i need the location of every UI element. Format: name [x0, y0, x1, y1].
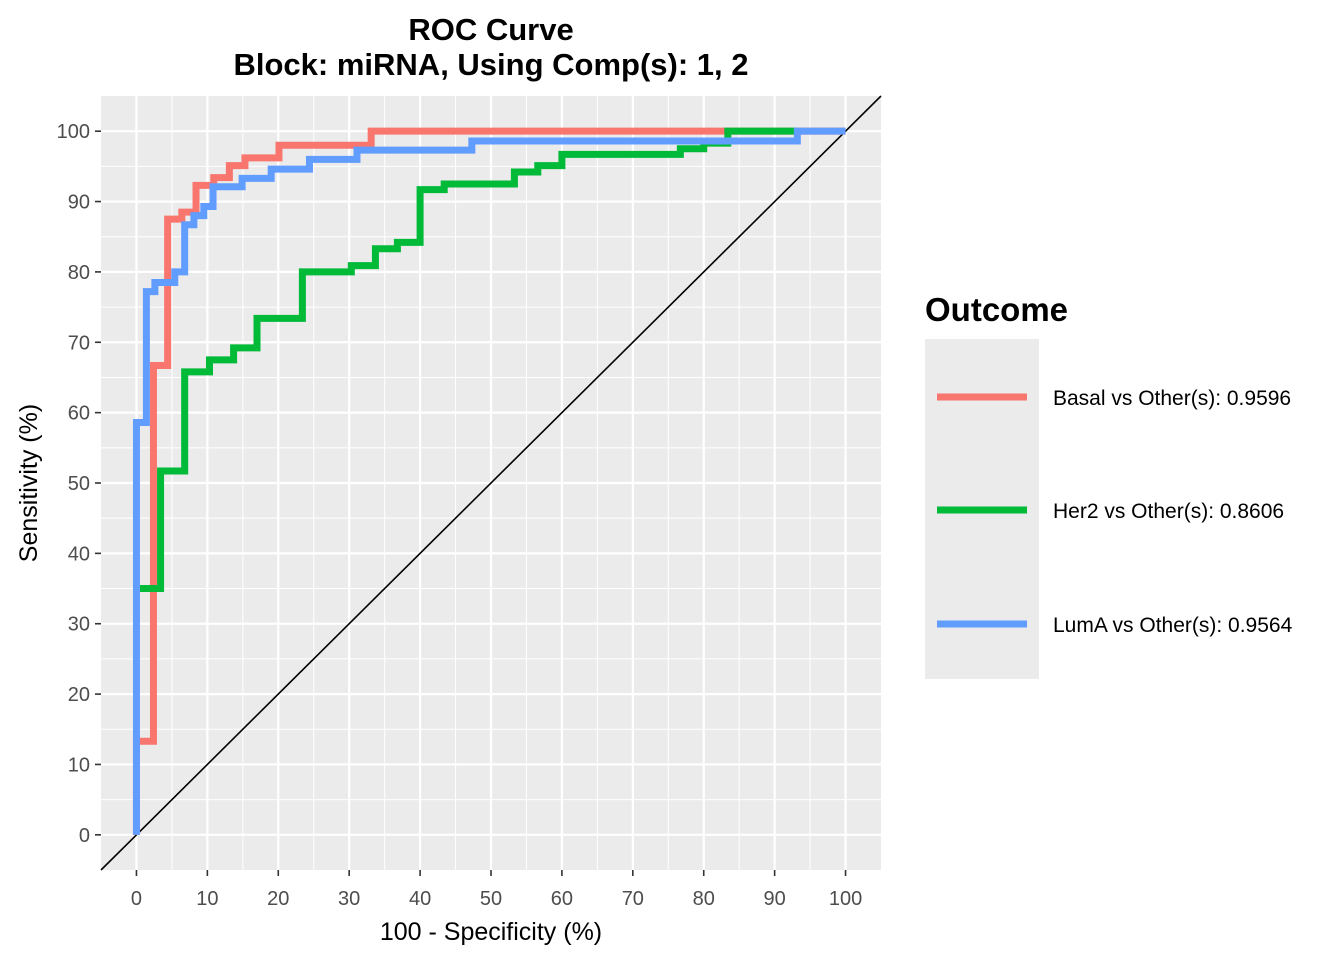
- y-tick-label: 20: [68, 684, 90, 706]
- chart-subtitle: Block: miRNA, Using Comp(s): 1, 2: [234, 47, 749, 82]
- x-tick-label: 10: [196, 888, 218, 910]
- legend-label-1: Basal vs Other(s): 0.9596: [1053, 387, 1291, 410]
- y-tick-label: 30: [68, 614, 90, 636]
- reference-diagonal-line: [100, 95, 882, 871]
- x-tick-label: 20: [267, 888, 289, 910]
- x-axis-ticks: 0 10 20 30 40 50 60 70 80 90 100: [131, 870, 862, 910]
- y-tick-label: 70: [68, 332, 90, 354]
- legend-label-2: Her2 vs Other(s): 0.8606: [1053, 500, 1284, 523]
- x-tick-label: 30: [338, 888, 360, 910]
- x-tick-label: 60: [551, 888, 573, 910]
- x-tick-label: 90: [764, 888, 786, 910]
- x-tick-label: 0: [131, 888, 142, 910]
- y-axis-ticks: 0 10 20 30 40 50 60 70 80 90 100: [57, 121, 101, 847]
- chart-title: ROC Curve: [408, 12, 573, 47]
- y-tick-label: 80: [68, 262, 90, 284]
- y-tick-label: 40: [68, 543, 90, 565]
- y-tick-label: 10: [68, 754, 90, 776]
- x-tick-label: 70: [622, 888, 644, 910]
- x-tick-label: 80: [693, 888, 715, 910]
- x-tick-label: 100: [829, 888, 862, 910]
- x-tick-label: 40: [409, 888, 431, 910]
- series-line-3: [132, 127, 846, 835]
- y-tick-label: 60: [68, 403, 90, 425]
- series-layer: [132, 127, 846, 835]
- series-line-2: [140, 127, 796, 593]
- legend-title: Outcome: [925, 291, 1068, 328]
- legend-label-3: LumA vs Other(s): 0.9564: [1053, 614, 1293, 637]
- y-axis-title: Sensitivity (%): [15, 404, 43, 562]
- y-tick-label: 50: [68, 473, 90, 495]
- legend: Basal vs Other(s): 0.9596 Her2 vs Other(s…: [937, 387, 1293, 637]
- x-axis-title: 100 - Specificity (%): [380, 918, 602, 946]
- x-tick-label: 50: [480, 888, 502, 910]
- y-tick-label: 90: [68, 192, 90, 214]
- y-tick-label: 100: [57, 121, 90, 143]
- y-tick-label: 0: [79, 825, 90, 847]
- reference-line-layer: [100, 95, 882, 871]
